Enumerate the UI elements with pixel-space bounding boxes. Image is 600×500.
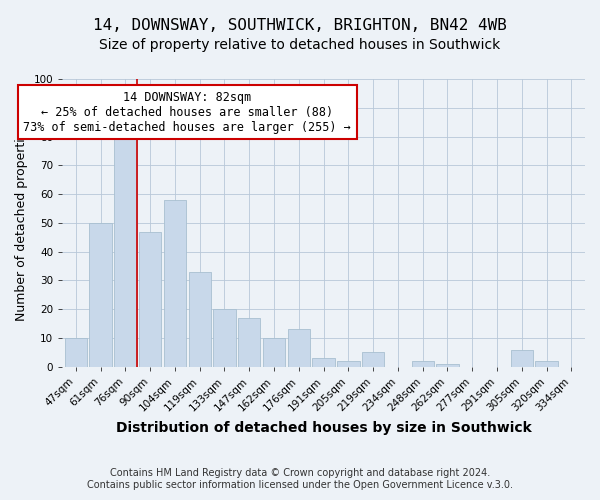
Text: Size of property relative to detached houses in Southwick: Size of property relative to detached ho… xyxy=(100,38,500,52)
Text: 14 DOWNSWAY: 82sqm
← 25% of detached houses are smaller (88)
73% of semi-detache: 14 DOWNSWAY: 82sqm ← 25% of detached hou… xyxy=(23,90,351,134)
Bar xyxy=(114,136,137,367)
Bar xyxy=(287,330,310,367)
Bar xyxy=(511,350,533,367)
Bar xyxy=(65,338,87,367)
Bar xyxy=(139,232,161,367)
Bar xyxy=(164,200,186,367)
Bar xyxy=(89,223,112,367)
Bar xyxy=(436,364,458,367)
Bar xyxy=(214,309,236,367)
Bar xyxy=(238,318,260,367)
Bar xyxy=(412,361,434,367)
Bar xyxy=(188,272,211,367)
Bar xyxy=(263,338,285,367)
Y-axis label: Number of detached properties: Number of detached properties xyxy=(15,124,28,322)
Bar xyxy=(362,352,385,367)
X-axis label: Distribution of detached houses by size in Southwick: Distribution of detached houses by size … xyxy=(116,421,532,435)
Text: Contains public sector information licensed under the Open Government Licence v.: Contains public sector information licen… xyxy=(87,480,513,490)
Bar xyxy=(313,358,335,367)
Bar xyxy=(535,361,558,367)
Text: Contains HM Land Registry data © Crown copyright and database right 2024.: Contains HM Land Registry data © Crown c… xyxy=(110,468,490,477)
Bar xyxy=(337,361,359,367)
Text: 14, DOWNSWAY, SOUTHWICK, BRIGHTON, BN42 4WB: 14, DOWNSWAY, SOUTHWICK, BRIGHTON, BN42 … xyxy=(93,18,507,32)
